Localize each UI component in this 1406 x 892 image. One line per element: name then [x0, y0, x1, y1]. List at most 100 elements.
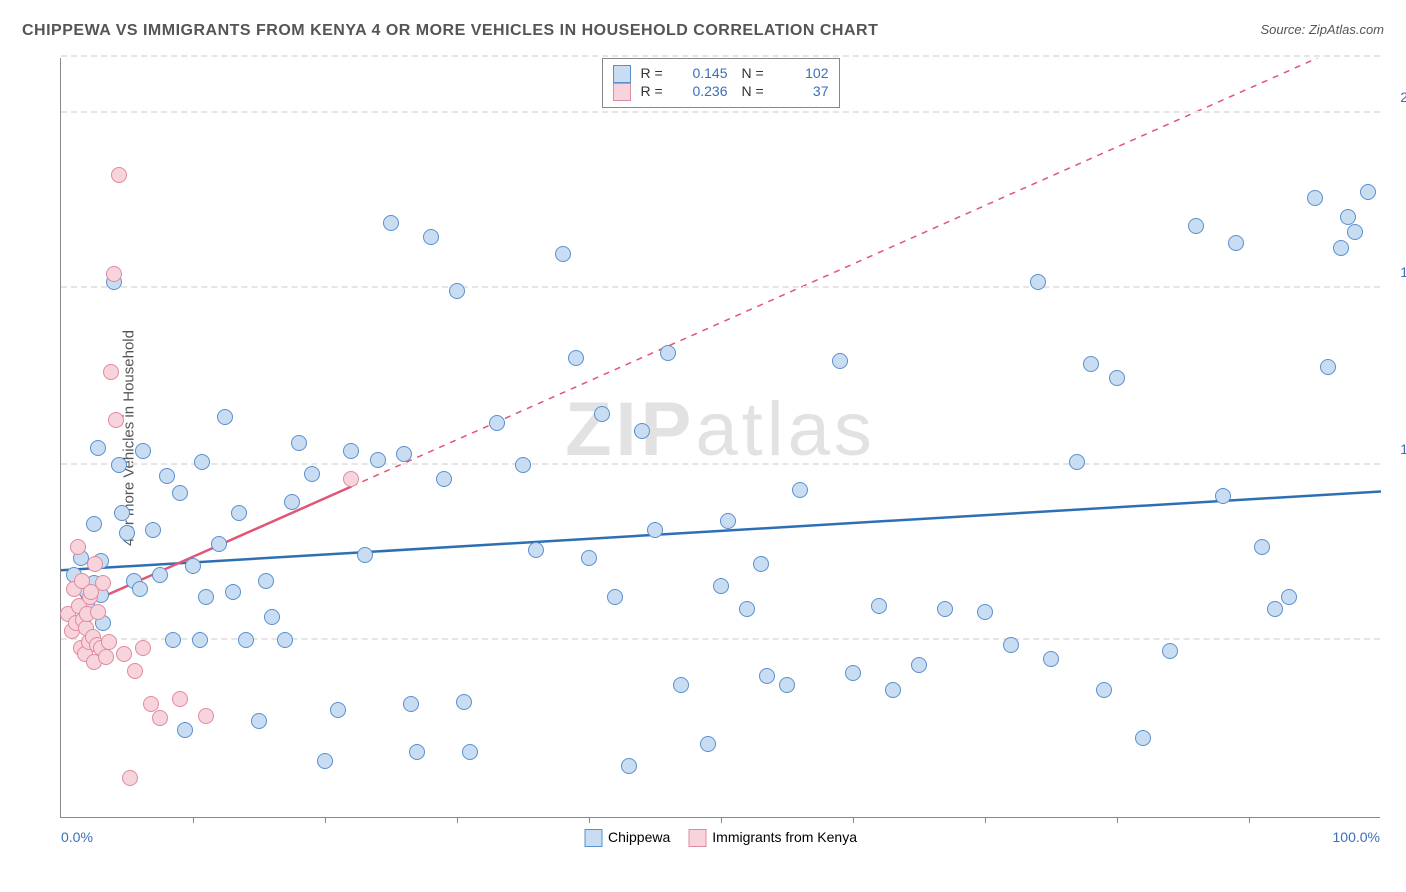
- y-tick-label: 6.3%: [1385, 616, 1406, 632]
- data-point: [103, 364, 119, 380]
- y-tick-label: 25.0%: [1385, 89, 1406, 105]
- data-point: [135, 443, 151, 459]
- data-point: [1347, 224, 1363, 240]
- data-point: [409, 744, 425, 760]
- data-point: [165, 632, 181, 648]
- x-tick-mark: [325, 817, 326, 823]
- data-point: [304, 466, 320, 482]
- gridline: [61, 638, 1380, 640]
- legend-series-item: Immigrants from Kenya: [688, 829, 857, 847]
- x-tick-mark: [457, 817, 458, 823]
- legend-stat-row: R =0.145N =102: [613, 65, 829, 83]
- data-point: [198, 589, 214, 605]
- gridline: [61, 286, 1380, 288]
- data-point: [211, 536, 227, 552]
- data-point: [660, 345, 676, 361]
- gridline: [61, 463, 1380, 465]
- data-point: [217, 409, 233, 425]
- x-tick-mark: [1117, 817, 1118, 823]
- gridline: [61, 55, 1380, 57]
- data-point: [1003, 637, 1019, 653]
- data-point: [291, 435, 307, 451]
- data-point: [90, 604, 106, 620]
- legend-series-item: Chippewa: [584, 829, 670, 847]
- scatter-chart: ZIPatlas 4 or more Vehicles in Household…: [60, 58, 1380, 818]
- data-point: [449, 283, 465, 299]
- legend-r-label: R =: [641, 83, 669, 99]
- data-point: [977, 604, 993, 620]
- data-point: [70, 539, 86, 555]
- data-point: [284, 494, 300, 510]
- data-point: [396, 446, 412, 462]
- data-point: [753, 556, 769, 572]
- data-point: [95, 575, 111, 591]
- data-point: [317, 753, 333, 769]
- data-point: [277, 632, 293, 648]
- data-point: [1162, 643, 1178, 659]
- source-label: Source: ZipAtlas.com: [1260, 22, 1384, 37]
- data-point: [1228, 235, 1244, 251]
- data-point: [238, 632, 254, 648]
- legend-stats: R =0.145N =102R =0.236N =37: [602, 58, 840, 108]
- y-tick-label: 12.5%: [1385, 441, 1406, 457]
- data-point: [185, 558, 201, 574]
- data-point: [135, 640, 151, 656]
- data-point: [700, 736, 716, 752]
- data-point: [937, 601, 953, 617]
- data-point: [258, 573, 274, 589]
- watermark: ZIPatlas: [565, 385, 876, 472]
- data-point: [555, 246, 571, 262]
- data-point: [108, 412, 124, 428]
- data-point: [436, 471, 452, 487]
- legend-series-label: Chippewa: [608, 829, 670, 845]
- data-point: [634, 423, 650, 439]
- trend-lines: [61, 58, 1381, 818]
- data-point: [845, 665, 861, 681]
- legend-swatch: [688, 829, 706, 847]
- watermark-zip: ZIP: [565, 386, 695, 471]
- data-point: [1109, 370, 1125, 386]
- chart-title: CHIPPEWA VS IMMIGRANTS FROM KENYA 4 OR M…: [22, 22, 878, 40]
- data-point: [1096, 682, 1112, 698]
- data-point: [194, 454, 210, 470]
- data-point: [423, 229, 439, 245]
- data-point: [198, 708, 214, 724]
- data-point: [1333, 240, 1349, 256]
- legend-n-label: N =: [742, 65, 770, 81]
- data-point: [607, 589, 623, 605]
- data-point: [357, 547, 373, 563]
- data-point: [86, 516, 102, 532]
- gridline: [61, 111, 1380, 113]
- data-point: [720, 513, 736, 529]
- data-point: [1043, 651, 1059, 667]
- data-point: [231, 505, 247, 521]
- data-point: [152, 710, 168, 726]
- x-tick-label: 0.0%: [61, 829, 93, 845]
- data-point: [456, 694, 472, 710]
- data-point: [251, 713, 267, 729]
- legend-r-value: 0.145: [673, 65, 728, 81]
- legend-series: Chippewa Immigrants from Kenya: [584, 829, 857, 847]
- data-point: [111, 167, 127, 183]
- data-point: [152, 567, 168, 583]
- data-point: [1069, 454, 1085, 470]
- data-point: [177, 722, 193, 738]
- legend-r-label: R =: [641, 65, 669, 81]
- data-point: [403, 696, 419, 712]
- legend-stat-row: R =0.236N =37: [613, 83, 829, 101]
- data-point: [515, 457, 531, 473]
- data-point: [159, 468, 175, 484]
- data-point: [1215, 488, 1231, 504]
- data-point: [225, 584, 241, 600]
- data-point: [647, 522, 663, 538]
- legend-n-value: 37: [774, 83, 829, 99]
- data-point: [192, 632, 208, 648]
- data-point: [111, 457, 127, 473]
- data-point: [792, 482, 808, 498]
- data-point: [90, 440, 106, 456]
- data-point: [106, 266, 122, 282]
- x-tick-mark: [1249, 817, 1250, 823]
- data-point: [122, 770, 138, 786]
- data-point: [1307, 190, 1323, 206]
- x-tick-mark: [193, 817, 194, 823]
